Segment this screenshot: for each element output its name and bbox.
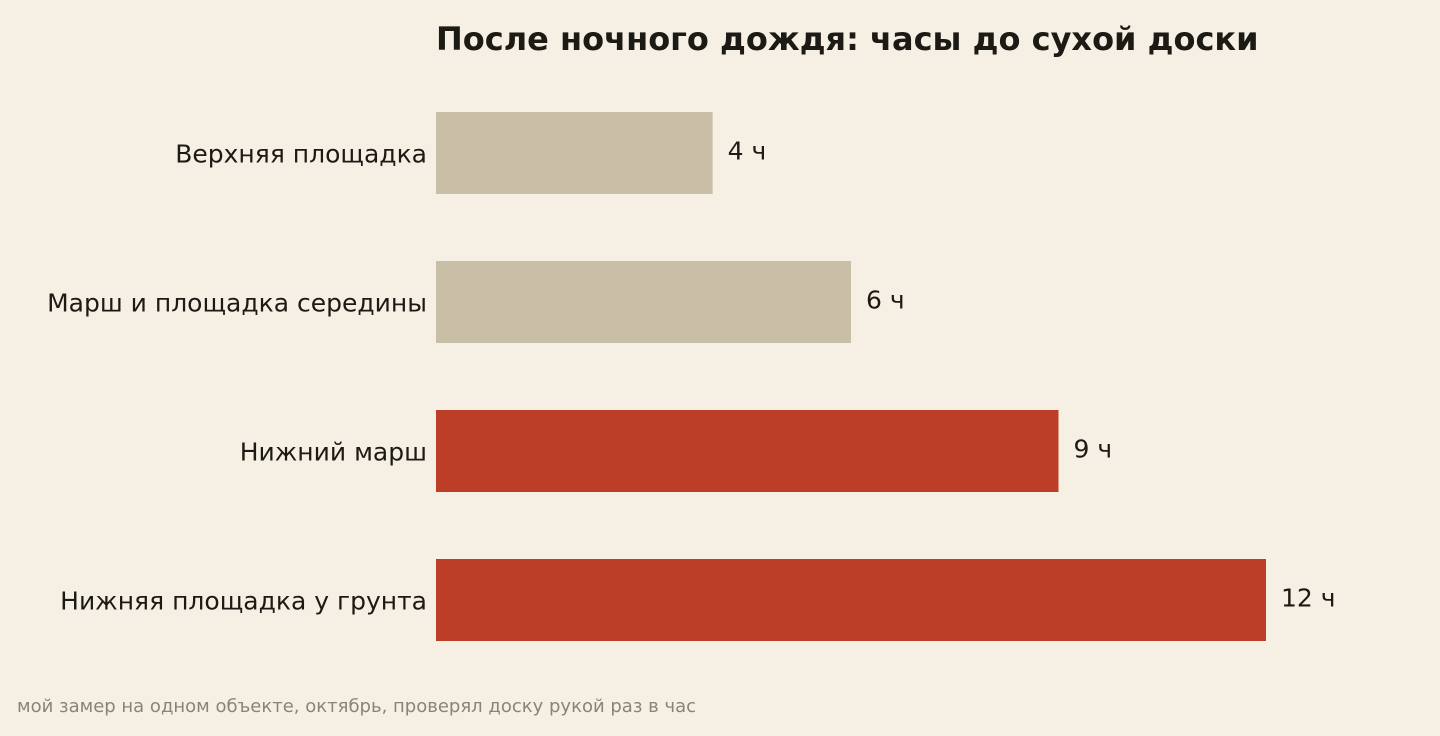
bar-2	[436, 261, 851, 343]
category-label-2: Марш и площадка середины	[47, 289, 427, 318]
chart-title: После ночного дождя: часы до сухой доски	[436, 20, 1259, 58]
bar-3	[436, 410, 1059, 492]
bars-layer: Верхняя площадка 4 ч Марш и площадка серед…	[47, 112, 1336, 641]
value-label-1: 4 ч	[728, 137, 767, 166]
footnote: мой замер на одном объекте, октябрь, про…	[17, 696, 697, 717]
category-label-4: Нижняя площадка у грунта	[60, 587, 427, 616]
value-label-4: 12 ч	[1281, 584, 1336, 613]
category-label-3: Нижний марш	[240, 438, 427, 467]
bar-1	[436, 112, 713, 194]
bar-4	[436, 559, 1266, 641]
category-label-1: Верхняя площадка	[175, 140, 427, 169]
value-label-2: 6 ч	[866, 286, 905, 315]
value-label-3: 9 ч	[1074, 435, 1113, 464]
